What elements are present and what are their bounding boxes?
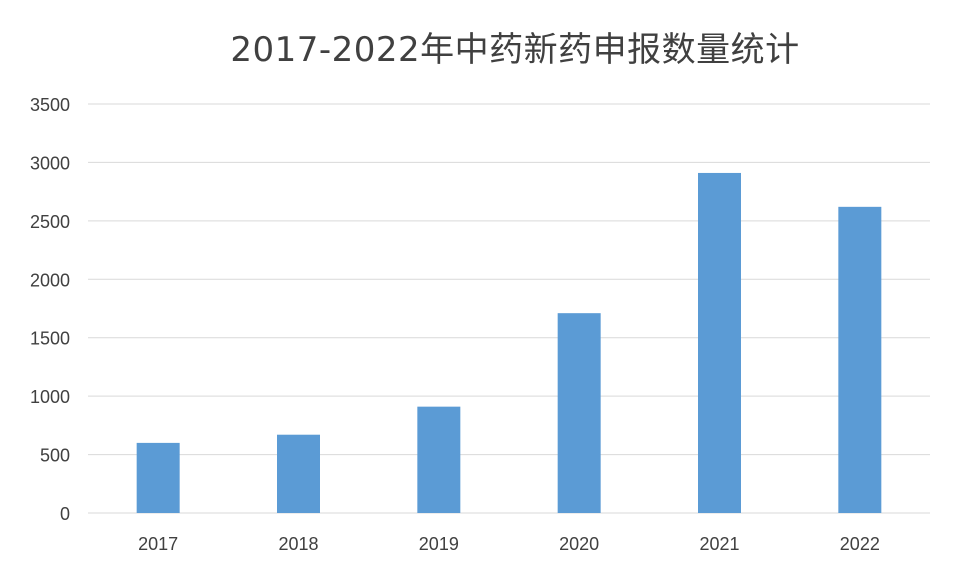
x-tick-label-2021: 2021: [699, 534, 739, 554]
bar-2017: [136, 442, 180, 513]
y-tick-label-3000: 3000: [30, 153, 70, 173]
bars: [136, 172, 882, 513]
y-tick-label-1000: 1000: [30, 387, 70, 407]
x-tick-label-2017: 2017: [138, 534, 178, 554]
x-tick-label-2019: 2019: [419, 534, 459, 554]
y-tick-label-2000: 2000: [30, 270, 70, 290]
chart-title: 2017-2022年中药新药申报数量统计: [230, 30, 800, 70]
x-tick-label-2020: 2020: [559, 534, 599, 554]
bar-2021: [698, 172, 741, 513]
y-axis-tick-labels: 0 500 1000 1500 2000 2500 3000 3500: [30, 95, 70, 524]
y-tick-label-500: 500: [40, 446, 70, 466]
gridlines: [88, 103, 930, 514]
x-tick-label-2022: 2022: [840, 534, 880, 554]
bar-2018: [277, 434, 320, 513]
bar-2022: [838, 206, 882, 513]
y-tick-label-1500: 1500: [30, 329, 70, 349]
y-tick-label-0: 0: [60, 504, 70, 524]
x-axis-tick-labels: 2017 2018 2019 2020 2021 2022: [138, 534, 880, 554]
y-tick-label-2500: 2500: [30, 212, 70, 232]
bar-2020: [557, 313, 601, 513]
y-tick-label-3500: 3500: [30, 95, 70, 115]
bar-2019: [417, 406, 461, 513]
x-tick-label-2018: 2018: [278, 534, 318, 554]
